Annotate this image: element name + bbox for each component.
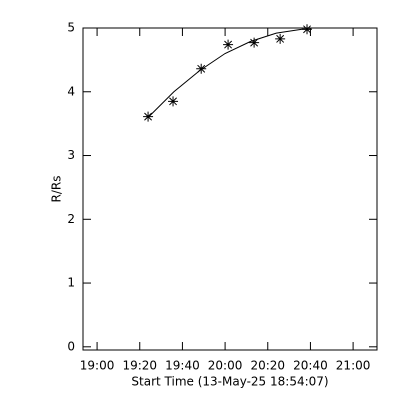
x-tick-label: 20:20 [250,359,285,373]
x-tick-label: 20:00 [208,359,243,373]
y-tick-label: 0 [67,339,75,353]
y-tick-label: 4 [67,84,75,98]
x-tick-label: 20:40 [293,359,328,373]
x-axis-label: Start Time (13-May-25 18:54:07) [131,375,328,389]
data-point [223,39,234,50]
data-point [143,111,154,122]
data-point [249,37,260,48]
data-point [168,96,179,107]
x-tick-label: 19:40 [165,359,200,373]
data-point [275,33,286,44]
y-axis-label: R/Rs [50,176,64,203]
y-tick-label: 2 [67,212,75,226]
plot-frame [82,27,378,351]
x-tick-label: 21:00 [336,359,371,373]
y-tick-label: 3 [67,148,75,162]
y-tick-label: 5 [67,21,75,35]
y-tick-label: 1 [67,276,75,290]
x-tick-label: 19:00 [80,359,115,373]
data-point [196,63,207,74]
x-tick-label: 19:20 [122,359,157,373]
data-point [302,24,313,35]
fit-curve [147,28,311,118]
